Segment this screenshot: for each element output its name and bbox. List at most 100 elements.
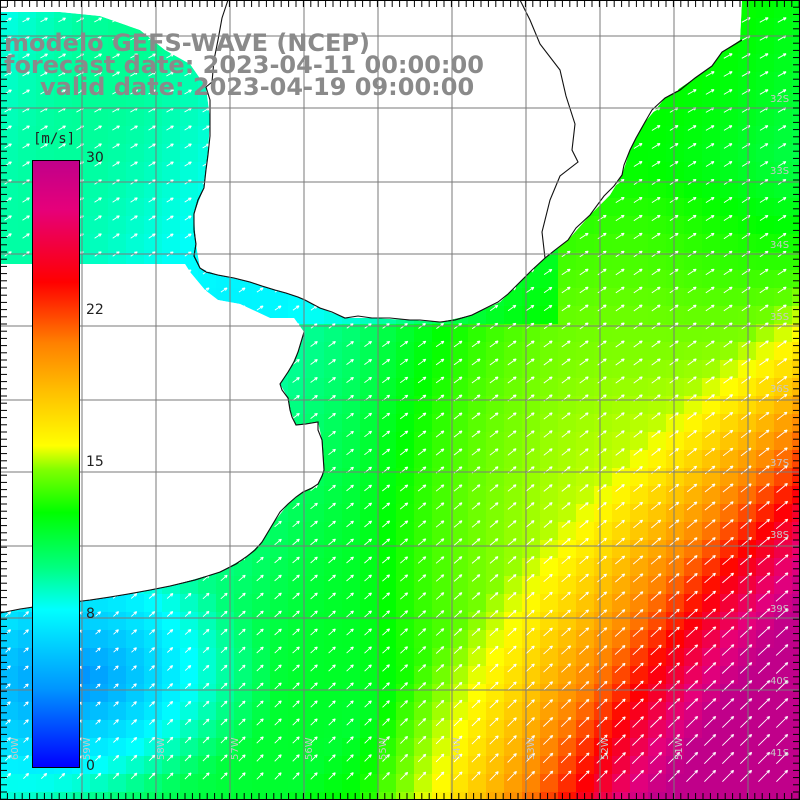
- speed-cell: [612, 666, 631, 685]
- speed-cell: [648, 234, 667, 253]
- speed-cell: [432, 792, 451, 800]
- speed-cell: [54, 126, 73, 145]
- speed-cell: [0, 162, 19, 181]
- speed-cell: [720, 738, 739, 757]
- speed-cell: [378, 684, 397, 703]
- speed-cell: [486, 576, 505, 595]
- speed-cell: [504, 306, 523, 325]
- speed-cell: [702, 522, 721, 541]
- speed-cell: [684, 180, 703, 199]
- wind-arrow: [22, 89, 30, 95]
- speed-cell: [576, 378, 595, 397]
- speed-cell: [684, 288, 703, 307]
- speed-cell: [432, 738, 451, 757]
- speed-cell: [684, 630, 703, 649]
- speed-cell: [540, 504, 559, 523]
- speed-cell: [630, 504, 649, 523]
- speed-cell: [738, 414, 757, 433]
- speed-cell: [360, 774, 379, 793]
- speed-cell: [702, 504, 721, 523]
- speed-cell: [666, 792, 685, 800]
- speed-cell: [738, 198, 757, 217]
- speed-cell: [162, 162, 181, 181]
- speed-cell: [522, 666, 541, 685]
- speed-cell: [756, 630, 775, 649]
- speed-cell: [108, 648, 127, 667]
- speed-cell: [504, 558, 523, 577]
- speed-cell: [54, 144, 73, 163]
- speed-cell: [126, 684, 145, 703]
- speed-cell: [162, 108, 181, 127]
- speed-cell: [144, 126, 163, 145]
- speed-cell: [576, 270, 595, 289]
- speed-cell: [360, 414, 379, 433]
- colorbar-tick-15: 15: [86, 454, 104, 470]
- speed-cell: [468, 540, 487, 559]
- speed-cell: [684, 792, 703, 800]
- speed-cell: [450, 630, 469, 649]
- speed-cell: [252, 702, 271, 721]
- speed-cell: [774, 558, 793, 577]
- speed-cell: [756, 108, 775, 127]
- speed-cell: [414, 540, 433, 559]
- speed-cell: [684, 540, 703, 559]
- speed-cell: [288, 684, 307, 703]
- speed-cell: [342, 612, 361, 631]
- speed-cell: [738, 252, 757, 271]
- speed-cell: [558, 468, 577, 487]
- speed-cell: [648, 684, 667, 703]
- speed-cell: [666, 720, 685, 739]
- speed-cell: [666, 576, 685, 595]
- speed-cell: [756, 486, 775, 505]
- speed-cell: [252, 288, 271, 307]
- speed-cell: [684, 756, 703, 775]
- speed-cell: [450, 648, 469, 667]
- speed-cell: [756, 702, 775, 721]
- speed-cell: [684, 576, 703, 595]
- speed-cell: [738, 666, 757, 685]
- speed-cell: [378, 594, 397, 613]
- lon-label: 59W: [82, 737, 93, 760]
- speed-cell: [558, 414, 577, 433]
- speed-cell: [774, 72, 793, 91]
- speed-cell: [756, 54, 775, 73]
- wind-arrow: [777, 53, 787, 59]
- wind-arrow: [184, 71, 192, 77]
- speed-cell: [0, 702, 19, 721]
- speed-cell: [774, 774, 793, 793]
- speed-cell: [306, 666, 325, 685]
- speed-cell: [198, 774, 217, 793]
- speed-cell: [558, 558, 577, 577]
- speed-cell: [576, 234, 595, 253]
- speed-cell: [774, 720, 793, 739]
- speed-cell: [270, 702, 289, 721]
- speed-cell: [648, 720, 667, 739]
- speed-cell: [0, 612, 19, 631]
- speed-cell: [468, 432, 487, 451]
- speed-cell: [90, 54, 109, 73]
- speed-cell: [126, 630, 145, 649]
- speed-cell: [666, 126, 685, 145]
- speed-cell: [378, 450, 397, 469]
- speed-cell: [702, 792, 721, 800]
- speed-cell: [702, 702, 721, 721]
- speed-cell: [324, 612, 343, 631]
- speed-cell: [54, 36, 73, 55]
- speed-cell: [0, 684, 19, 703]
- speed-cell: [594, 702, 613, 721]
- speed-cell: [522, 792, 541, 800]
- wind-arrow: [687, 143, 697, 149]
- speed-cell: [342, 504, 361, 523]
- speed-cell: [342, 702, 361, 721]
- speed-cell: [432, 684, 451, 703]
- speed-cell: [702, 72, 721, 91]
- speed-cell: [648, 198, 667, 217]
- speed-cell: [558, 342, 577, 361]
- speed-cell: [684, 504, 703, 523]
- speed-cell: [792, 756, 800, 775]
- speed-cell: [702, 288, 721, 307]
- lon-label: 57W: [230, 737, 241, 760]
- speed-cell: [198, 594, 217, 613]
- speed-cell: [468, 342, 487, 361]
- speed-cell: [306, 576, 325, 595]
